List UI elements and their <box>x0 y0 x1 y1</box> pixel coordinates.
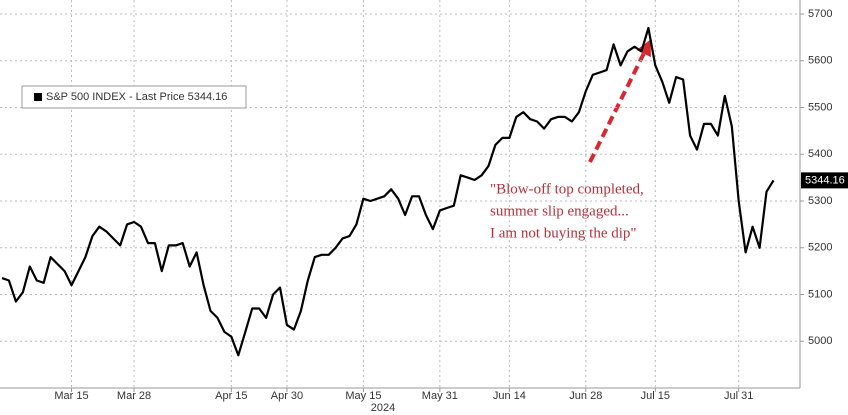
annotation: I am not buying the dip" <box>490 225 637 241</box>
x-axis-label: 2024 <box>371 402 395 414</box>
x-tick-label: Apr 15 <box>215 390 247 402</box>
y-tick-label: 5700 <box>808 8 832 20</box>
annotation: "Blow-off top completed, <box>490 181 644 197</box>
last-price-box <box>801 172 848 189</box>
price-line <box>1 26 775 357</box>
y-tick-label: 5500 <box>808 101 832 113</box>
legend-label: S&P 500 INDEX - Last Price 5344.16 <box>46 91 227 103</box>
x-tick-label: Mar 15 <box>54 390 88 402</box>
y-tick-label: 5100 <box>808 288 832 300</box>
x-tick-label: Jun 14 <box>493 390 526 402</box>
annotation: summer slip engaged... <box>490 203 629 219</box>
x-tick-label: Apr 30 <box>271 390 303 402</box>
last-price-label: 5344.16 <box>805 174 845 186</box>
annotation-arrow <box>588 39 651 163</box>
x-tick-label: Jun 28 <box>569 390 602 402</box>
legend-box <box>21 85 247 109</box>
x-tick-label: May 31 <box>422 390 458 402</box>
x-tick-label: Jul 31 <box>724 390 753 402</box>
y-tick-label: 5200 <box>808 242 832 254</box>
y-tick-label: 5400 <box>808 148 832 160</box>
x-tick-label: Jul 15 <box>641 390 670 402</box>
legend-swatch <box>34 93 42 101</box>
y-tick-label: 5300 <box>808 195 832 207</box>
y-tick-label: 5600 <box>808 55 832 67</box>
y-tick-label: 5000 <box>808 335 832 347</box>
x-tick-label: May 15 <box>345 390 381 402</box>
x-tick-label: Mar 28 <box>117 390 151 402</box>
